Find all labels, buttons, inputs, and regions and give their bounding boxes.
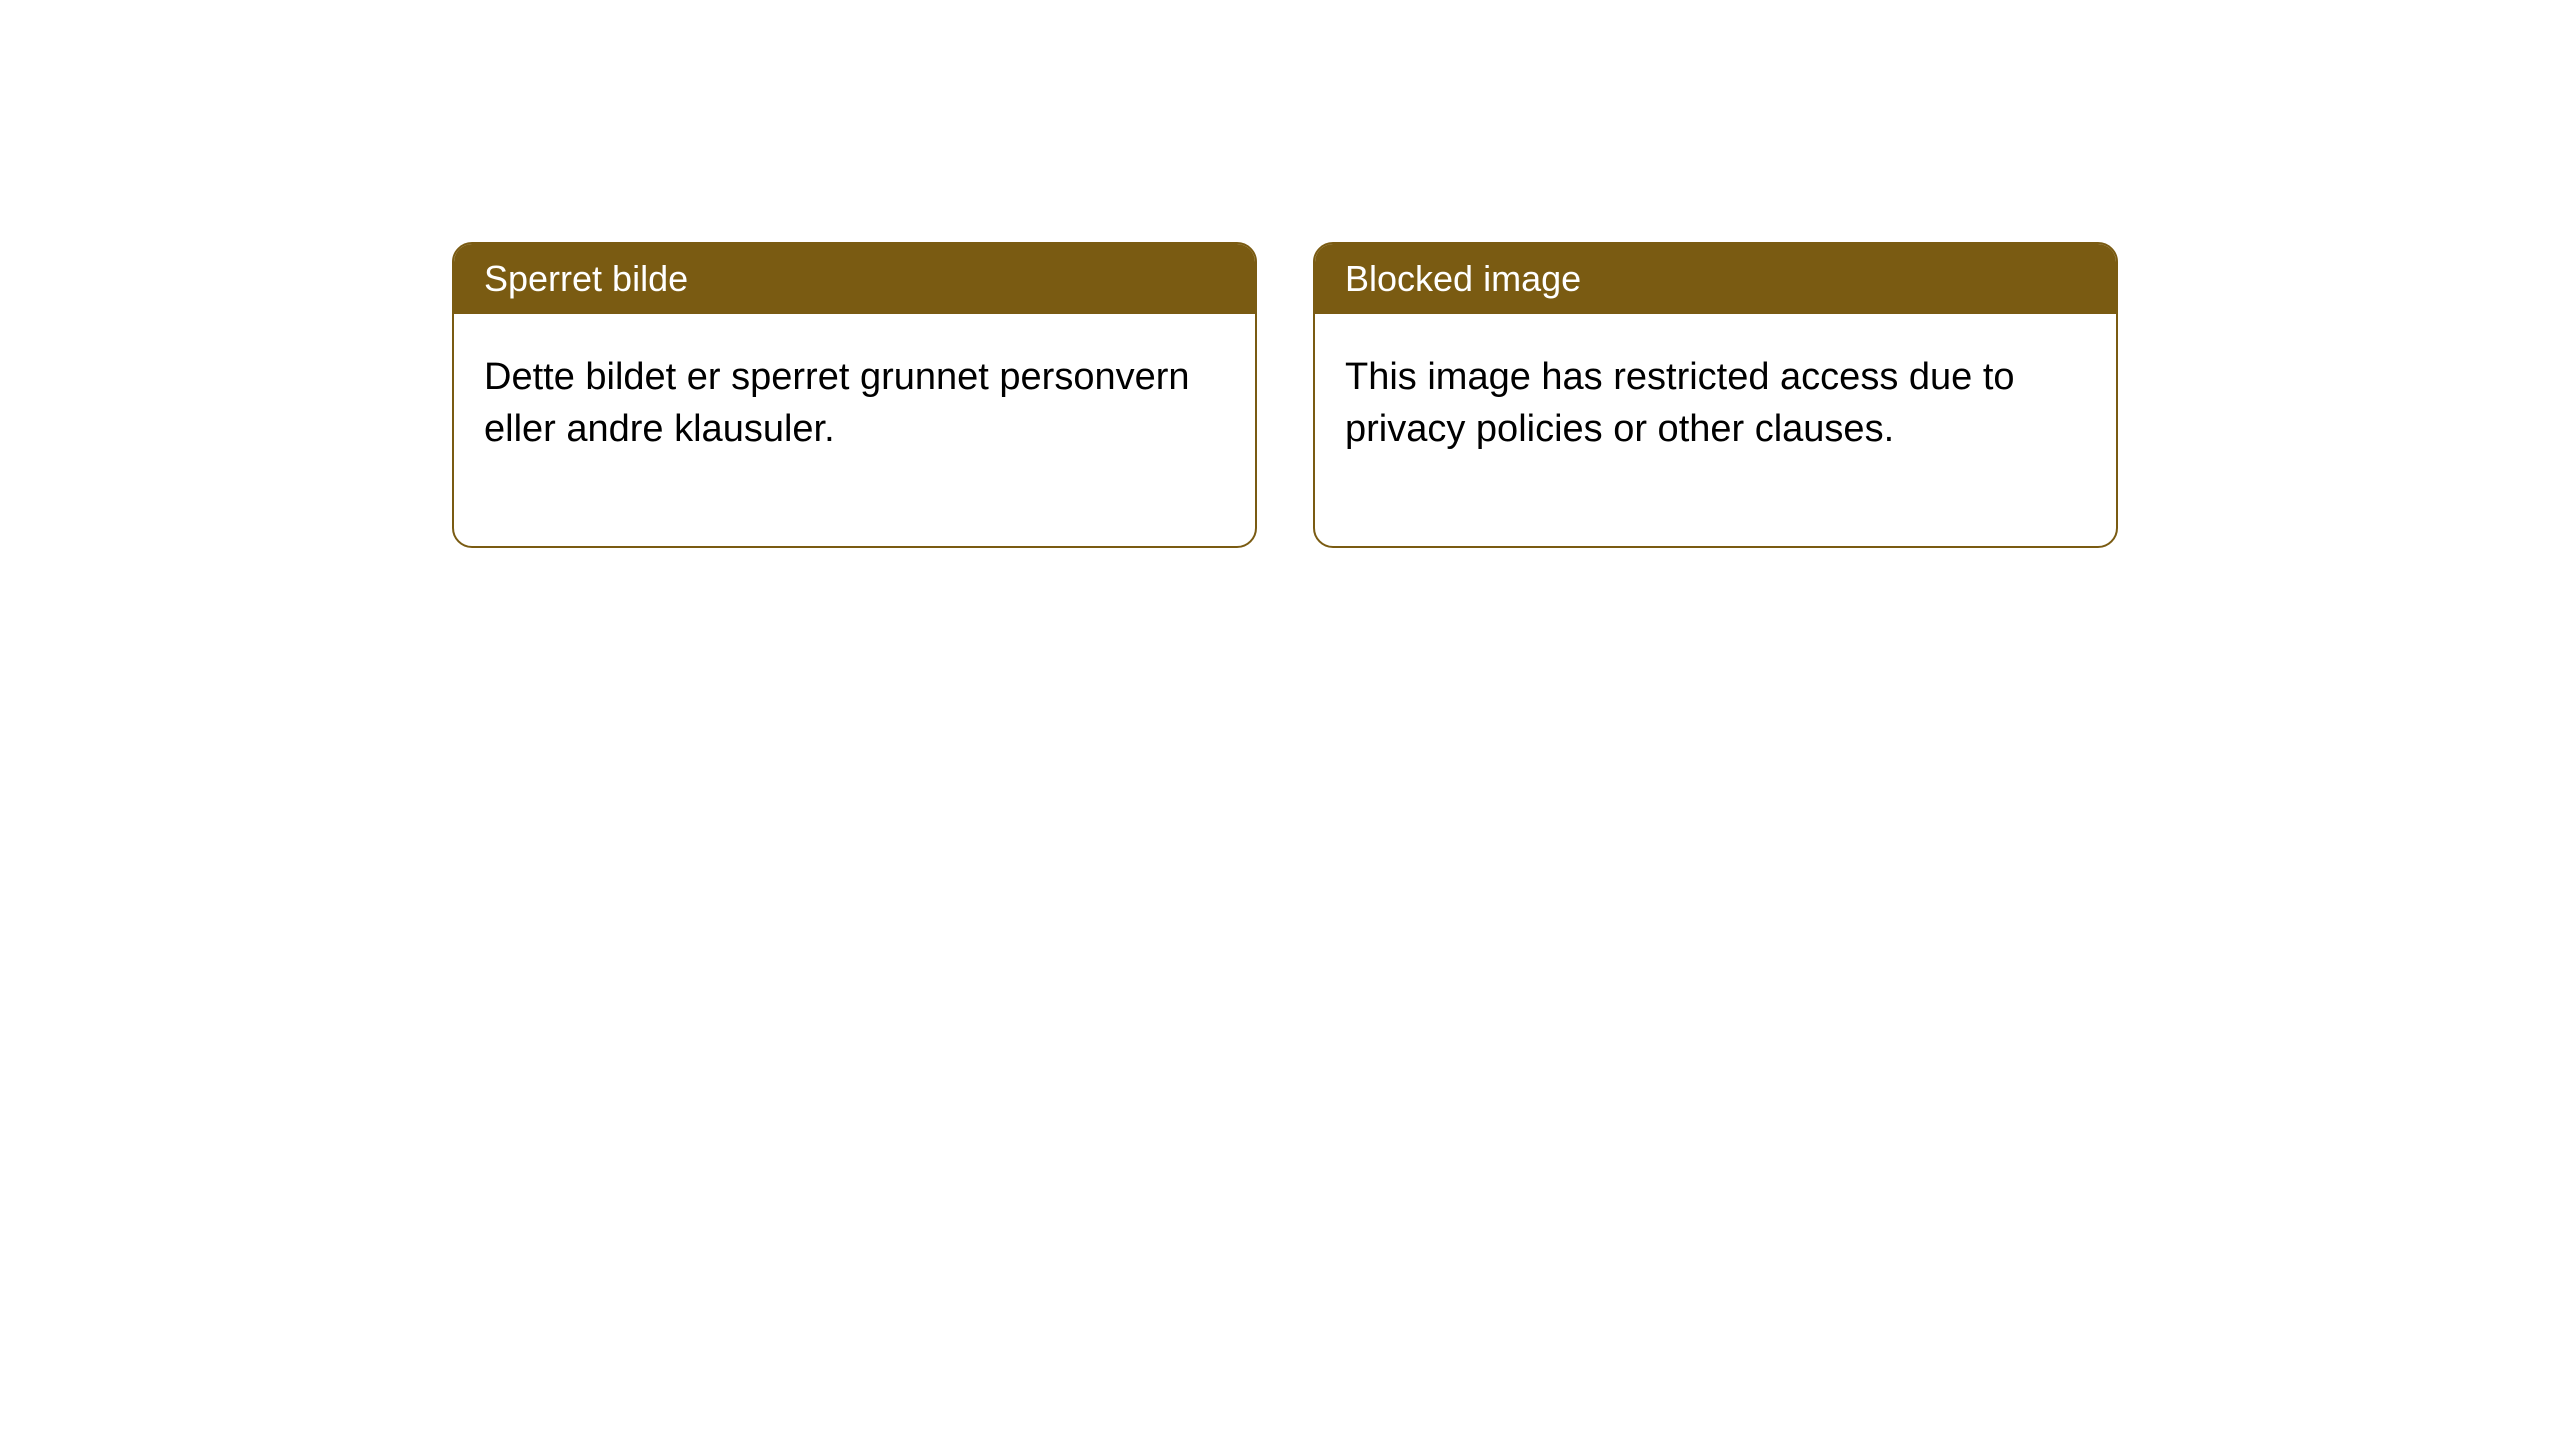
card-body: This image has restricted access due to … xyxy=(1315,314,2116,545)
notice-card-english: Blocked image This image has restricted … xyxy=(1313,242,2118,548)
card-title: Blocked image xyxy=(1345,258,1581,299)
card-header: Sperret bilde xyxy=(454,244,1255,314)
card-body-text: Dette bildet er sperret grunnet personve… xyxy=(484,356,1190,450)
card-body: Dette bildet er sperret grunnet personve… xyxy=(454,314,1255,545)
notice-card-norwegian: Sperret bilde Dette bildet er sperret gr… xyxy=(452,242,1257,548)
card-title: Sperret bilde xyxy=(484,258,688,299)
notice-cards-container: Sperret bilde Dette bildet er sperret gr… xyxy=(0,0,2560,548)
card-body-text: This image has restricted access due to … xyxy=(1345,356,2015,450)
card-header: Blocked image xyxy=(1315,244,2116,314)
